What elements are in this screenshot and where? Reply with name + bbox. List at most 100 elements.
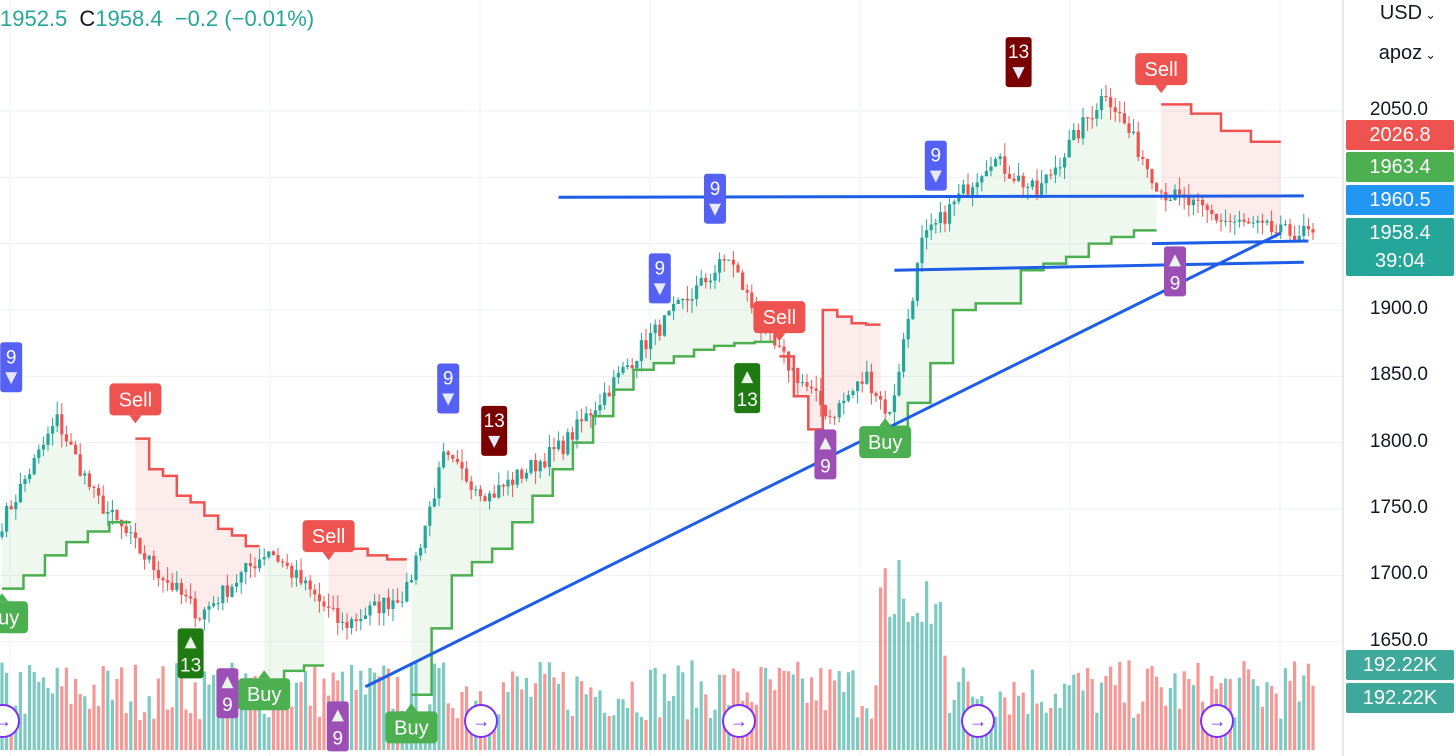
td-count-label: 13 [481,405,508,456]
volume-bar [354,689,358,750]
candle-body [948,204,952,224]
candle-body [552,447,556,450]
candle-body [331,607,335,609]
volume-bar [1178,708,1182,750]
candle-body [575,419,579,440]
volume-bar [276,706,280,750]
candle-body [667,311,671,316]
volume-bar [938,601,942,750]
scale-mode-selector[interactable]: apoz ⌄ [1379,42,1436,65]
close-value: 1958.4 [95,6,163,31]
candle-body [814,388,818,391]
candle-body [64,434,68,442]
volume-bar [543,673,547,750]
td-down-arrow [442,393,455,406]
volume-bar [97,706,101,750]
volume-bar [570,716,574,750]
volume-bar [865,708,869,750]
volume-badge-1: 192.22K [1346,650,1454,680]
candle-body [143,553,147,560]
candle-body [396,600,400,603]
volume-bar [1044,712,1048,750]
volume-bar [1283,668,1287,750]
volume-bar [101,666,105,750]
candle-body [14,502,18,510]
candle-body [561,440,565,455]
nav-arrow-icon[interactable]: → [464,704,499,738]
nav-arrow-icon[interactable]: → [722,704,756,738]
candle-body [800,382,804,384]
candle-body [1288,224,1292,236]
candle-body [1283,224,1287,226]
volume-bar [1247,669,1251,750]
candle-body [414,555,418,580]
td-count-text: 9 [655,258,666,279]
candle-body [1095,110,1099,119]
volume-bar [143,712,147,750]
volume-bar [833,680,837,750]
volume-bar [414,662,418,750]
candle-body [271,551,275,556]
currency-selector[interactable]: USD ⌄ [1380,2,1436,25]
candle-body [695,285,699,300]
volume-bar [943,655,947,750]
volume-bar [892,614,896,750]
nav-arrow-icon[interactable]: → [961,704,996,738]
volume-bar [690,660,694,750]
volume-bar [198,719,202,750]
candle-body [1242,219,1246,222]
volume-bar [994,716,998,750]
trend-stop-line [411,340,775,696]
volume-bar [1017,695,1021,750]
signal-box [753,301,806,334]
td-count-text: 9 [931,146,942,167]
candlesticks [0,85,1315,640]
sell-stop-badge: 2026.8 [1346,120,1454,150]
candle-body [244,563,248,573]
volume-bar [1196,662,1200,750]
candle-body [952,201,956,205]
candle-body [1205,205,1209,211]
trend-stop-fill-area [135,438,260,620]
scale-mode-label: apoz [1378,42,1423,64]
candle-body [1256,220,1260,223]
candle-body [391,600,395,609]
candle-body [350,619,354,628]
volume-bar [1256,685,1260,750]
candle-body [1076,129,1080,139]
volume-bar [856,717,860,750]
volume-bar [823,710,827,750]
volume-bar [74,678,78,750]
volume-bar [529,696,533,750]
volume-bar [961,667,965,750]
volume-bar [1155,676,1159,750]
candle-body [989,166,993,171]
volume-bar [534,683,538,750]
trend-stop-fill-area [779,310,881,430]
candle-body [1279,224,1283,233]
candle-body [322,601,326,607]
candle-body [340,621,344,623]
volume-bar [699,681,703,750]
candle-body [0,531,4,537]
signal-label: Buy [385,703,438,744]
candle-body [879,395,883,400]
volume-bar [897,560,901,750]
candle-body [294,570,298,578]
volume-bar [635,712,639,750]
candle-body [455,458,459,463]
signal-label: Buy [238,670,291,711]
candle-body [446,451,450,456]
volume-bar [1040,701,1044,750]
signal-box [238,678,291,711]
nav-arrow-icon[interactable]: → [1200,704,1235,738]
candle-body [994,159,998,167]
candle-body [649,333,653,350]
volume-bar [782,670,786,750]
volume-bar [777,667,781,750]
volume-bar [129,701,133,750]
candle-body [69,441,73,445]
candle-body [55,414,59,427]
volume-bar [161,666,165,750]
